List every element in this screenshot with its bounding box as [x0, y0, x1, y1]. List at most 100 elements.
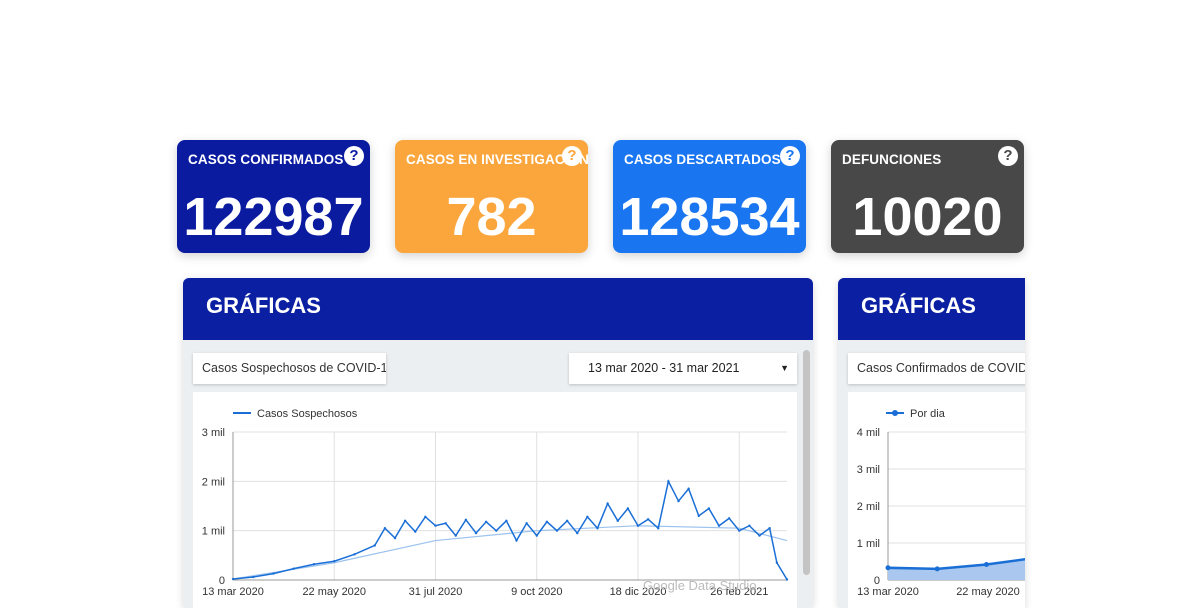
data-point	[646, 518, 650, 521]
data-point	[983, 561, 989, 567]
data-point	[758, 534, 761, 537]
x-tick-label: 13 mar 2020	[857, 586, 919, 598]
x-tick-label: 9 oct 2020	[511, 586, 562, 598]
data-point	[785, 578, 789, 581]
data-point	[333, 560, 336, 563]
chart-container: Casos Sospechosos 0 1 mil 2 mil 3 mil 13 mar …	[193, 392, 797, 608]
data-point	[353, 553, 356, 556]
panel-header: GRÁFICAS	[183, 278, 813, 340]
data-point	[231, 577, 235, 581]
data-point	[383, 527, 387, 530]
scrollbar-thumb[interactable]	[803, 350, 810, 575]
series-trend-line	[232, 525, 788, 580]
data-point	[616, 519, 619, 522]
card-casos-investigacion: CASOS EN INVESTIGACIÓN ? 782	[395, 140, 588, 253]
date-range-text: 13 mar 2020 - 31 mar 2021	[588, 361, 740, 375]
data-point	[677, 499, 680, 503]
data-point	[687, 487, 690, 490]
data-point	[707, 507, 711, 510]
data-point	[717, 524, 721, 527]
x-tick-label: 31 jul 2020	[409, 586, 463, 598]
data-point	[586, 515, 589, 519]
chart-confirmados[interactable]: Por dia 0 1 mil 2 mil 3 mil 4 mil 13 mar 2020 2…	[848, 392, 1025, 608]
data-point	[474, 531, 478, 535]
x-tick-label: 13 mar 2020	[202, 586, 264, 598]
help-icon[interactable]: ?	[562, 146, 582, 166]
x-tick-label: 18 dic 2020	[610, 586, 667, 598]
card-label: CASOS DESCARTADOS	[624, 152, 781, 167]
data-point	[545, 520, 549, 523]
data-point	[464, 518, 468, 522]
series-line	[887, 557, 1025, 571]
help-icon[interactable]: ?	[780, 146, 800, 166]
panel-header: GRÁFICAS	[838, 278, 1025, 340]
date-range-selector[interactable]: 13 mar 2020 - 31 mar 2021 ▼	[569, 353, 797, 384]
data-point	[576, 531, 579, 535]
chart-container: Por dia 0 1 mil 2 mil 3 mil 4 mil 13 mar 2020 2…	[848, 392, 1025, 608]
data-point	[565, 519, 569, 522]
chart-sospechosos[interactable]: Casos Sospechosos 0 1 mil 2 mil 3 mil 13 mar …	[193, 392, 797, 608]
card-casos-descartados: CASOS DESCARTADOS ? 128534	[613, 140, 806, 253]
data-point	[626, 507, 630, 510]
data-point	[312, 563, 316, 566]
help-icon[interactable]: ?	[998, 146, 1018, 166]
chart-title: Casos Confirmados de COVID-19	[848, 353, 1025, 384]
data-point	[495, 529, 498, 532]
y-tick-label: 2 mil	[857, 501, 880, 513]
y-tick-label: 1 mil	[202, 526, 225, 538]
data-point	[606, 502, 609, 505]
card-value: 782	[446, 187, 537, 247]
data-point	[434, 524, 437, 527]
card-label: CASOS CONFIRMADOS	[188, 152, 344, 167]
data-point	[252, 575, 255, 579]
data-point	[505, 519, 508, 522]
data-point	[373, 544, 376, 547]
x-tick-label: 22 may 2020	[302, 586, 366, 598]
x-tick-label: 22 may 2020	[956, 586, 1020, 598]
data-point	[934, 566, 940, 572]
card-value: 122987	[183, 187, 364, 247]
card-value: 10020	[852, 187, 1003, 247]
data-point	[885, 565, 891, 571]
dropdown-caret-icon: ▼	[780, 363, 789, 373]
panel-title: GRÁFICAS	[206, 293, 321, 318]
y-tick-label: 2 mil	[202, 476, 225, 488]
help-icon[interactable]: ?	[344, 146, 364, 166]
data-point	[525, 522, 528, 525]
y-tick-label: 0	[219, 575, 225, 587]
watermark: Google Data Studio	[643, 578, 756, 593]
legend-label: Casos Sospechosos	[257, 408, 358, 420]
graficas-panel-sospechosos: GRÁFICAS Casos Sospechosos de COVID-19 1…	[183, 278, 813, 608]
card-label: CASOS EN INVESTIGACIÓN	[406, 152, 588, 167]
data-point	[454, 534, 457, 537]
data-point	[292, 567, 295, 570]
data-point	[414, 530, 417, 533]
x-tick-label: 26 feb 2021	[710, 586, 768, 598]
graficas-panel-confirmados: GRÁFICAS Casos Confirmados de COVID-19 P…	[838, 278, 1025, 608]
data-point	[403, 519, 407, 522]
data-point	[738, 529, 741, 532]
data-point	[596, 527, 599, 530]
data-point	[555, 529, 559, 532]
card-value: 128534	[619, 187, 800, 247]
card-label: DEFUNCIONES	[842, 152, 942, 167]
data-point	[768, 527, 771, 530]
data-point	[727, 517, 731, 520]
card-casos-confirmados: CASOS CONFIRMADOS ? 122987	[177, 140, 370, 253]
y-tick-label: 0	[874, 575, 880, 587]
data-point	[535, 534, 538, 537]
data-point	[444, 522, 447, 525]
data-point	[424, 515, 427, 519]
legend-label: Por dia	[910, 408, 946, 420]
legend-marker	[892, 410, 898, 416]
panel-title: GRÁFICAS	[861, 293, 976, 318]
y-tick-label: 3 mil	[857, 464, 880, 476]
data-point	[775, 561, 779, 564]
y-tick-label: 4 mil	[857, 427, 880, 439]
data-point	[657, 527, 660, 530]
chart-title: Casos Sospechosos de COVID-19	[193, 353, 386, 384]
data-point	[697, 514, 700, 518]
data-point	[748, 524, 751, 527]
data-point	[272, 572, 275, 575]
y-tick-label: 1 mil	[857, 538, 880, 550]
